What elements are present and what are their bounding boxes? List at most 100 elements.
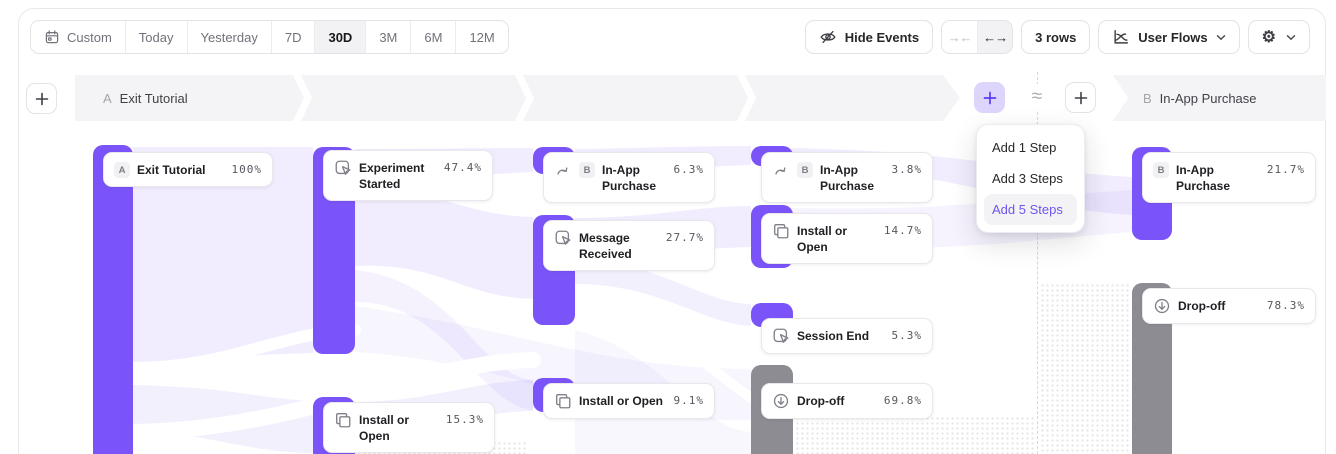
dropoff-event-icon [772, 392, 790, 410]
plus-icon [983, 91, 996, 104]
event-percentage: 47.4% [443, 161, 482, 174]
copy-event-icon [334, 411, 352, 429]
spacing-toggle: →← ←→ [941, 20, 1014, 54]
event-letter-badge: B [797, 162, 813, 178]
event-percentage: 6.3% [673, 163, 704, 176]
hide-events-label: Hide Events [844, 29, 920, 45]
copy-event-icon [772, 222, 790, 240]
experiment-started-card[interactable]: Experiment Started 47.4% [323, 150, 493, 202]
event-label: In-App Purchase [1176, 163, 1231, 194]
date-range-label: 12M [469, 29, 495, 45]
message-received-card[interactable]: Message Received 27.7% [543, 220, 715, 272]
event-percentage: 21.7% [1266, 163, 1305, 176]
step-band-a[interactable]: A Exit Tutorial [75, 75, 960, 121]
menu-item-add-3-steps[interactable]: Add 3 Steps [992, 171, 1063, 186]
flow-chart-icon [1112, 28, 1130, 46]
step-letter: A [103, 90, 112, 106]
event-letter-badge: B [1153, 162, 1169, 178]
add-step-right-button[interactable] [1065, 82, 1096, 113]
collapse-arrows-icon: →← [947, 29, 973, 45]
date-range-custom[interactable]: Custom [31, 21, 125, 53]
chevron-down-icon [1286, 34, 1296, 41]
jump-arrow-icon [772, 161, 790, 179]
event-letter-badge: A [114, 162, 130, 178]
click-event-icon [772, 327, 790, 345]
in-app-purchase-2-card[interactable]: B In-App Purchase 3.8% [761, 152, 933, 204]
copy-event-icon [554, 392, 572, 410]
in-app-purchase-1-card[interactable]: B In-App Purchase 6.3% [543, 152, 715, 204]
date-range-yesterday[interactable]: Yesterday [186, 21, 271, 53]
event-percentage: 9.1% [673, 394, 704, 407]
date-range-label: Yesterday [200, 29, 258, 45]
install-open-b-card[interactable]: Install or Open 9.1% [543, 383, 715, 419]
gear-icon: ⚙ [1261, 29, 1276, 46]
menu-item-add-1-step[interactable]: Add 1 Step [992, 140, 1057, 155]
exit-tutorial-bar[interactable] [93, 145, 133, 454]
date-range-label: Custom [67, 29, 112, 45]
event-label: Drop-off [797, 394, 845, 408]
event-label: In-App Purchase [602, 163, 657, 194]
date-range-6m[interactable]: 6M [410, 21, 456, 53]
date-range-30d[interactable]: 30D [314, 21, 366, 53]
expand-arrows-icon: ←→ [983, 29, 1008, 45]
event-percentage: 69.8% [883, 394, 922, 407]
rows-label: 3 rows [1035, 29, 1077, 45]
event-letter-badge: B [579, 162, 595, 178]
step-title: Exit Tutorial [119, 90, 188, 106]
step-band-b[interactable]: B In-App Purchase [1113, 75, 1326, 121]
drop-off-1-card[interactable]: Drop-off 69.8% [761, 383, 933, 419]
dropoff-event-icon [1153, 297, 1171, 315]
event-percentage: 100% [231, 163, 262, 176]
hide-events-button[interactable]: Hide Events [804, 20, 934, 54]
eye-off-icon [819, 28, 837, 46]
event-percentage: 15.3% [445, 413, 484, 426]
band-chevron [293, 75, 312, 121]
add-steps-menu: Add 1 Step Add 3 Steps Add 5 Steps [976, 124, 1085, 233]
date-range-label: 6M [424, 29, 443, 45]
view-selector-button[interactable]: User Flows [1098, 20, 1240, 54]
event-percentage: 27.7% [665, 231, 704, 244]
add-step-left-button[interactable] [26, 83, 57, 114]
plus-icon [35, 92, 48, 105]
step-letter: B [1143, 90, 1152, 106]
settings-button[interactable]: ⚙ [1247, 20, 1310, 54]
date-range-label: Today [138, 29, 174, 45]
jump-arrow-icon [554, 161, 572, 179]
event-percentage: 5.3% [891, 329, 922, 342]
band-chevron [737, 75, 756, 121]
approx-symbol: ≈ [1022, 84, 1052, 110]
session-end-card[interactable]: Session End 5.3% [761, 318, 933, 354]
dropoff-texture [795, 416, 1035, 454]
date-range-12m[interactable]: 12M [455, 21, 508, 53]
event-label: Install or Open [359, 413, 410, 444]
event-percentage: 14.7% [883, 224, 922, 237]
date-range-7d[interactable]: 7D [270, 21, 315, 53]
install-open-c-card[interactable]: Install or Open 14.7% [761, 213, 933, 265]
section-divider [1037, 72, 1038, 454]
add-step-between-button[interactable] [974, 82, 1005, 113]
date-range-3m[interactable]: 3M [365, 21, 411, 53]
menu-item-add-5-steps[interactable]: Add 5 Steps [984, 194, 1077, 225]
date-range-label: 7D [284, 29, 302, 45]
event-percentage: 78.3% [1266, 299, 1305, 312]
expand-columns-button[interactable]: ←→ [977, 21, 1013, 53]
step-title: In-App Purchase [1159, 90, 1257, 106]
drop-off-2-card[interactable]: Drop-off 78.3% [1142, 288, 1316, 324]
band-chevron [515, 75, 534, 121]
chevron-down-icon [1216, 34, 1226, 41]
click-event-icon [334, 159, 352, 177]
collapse-columns-button[interactable]: →← [942, 21, 978, 53]
calendar-icon [44, 29, 60, 45]
event-label: Install or Open [579, 394, 664, 408]
install-open-a-card[interactable]: Install or Open 15.3% [323, 402, 495, 454]
plus-icon [1074, 91, 1087, 104]
toolbar-right: Hide Events →← ←→ 3 rows User Flows [804, 20, 1310, 54]
click-event-icon [554, 229, 572, 247]
in-app-purchase-b-card[interactable]: B In-App Purchase 21.7% [1142, 152, 1316, 204]
date-range-selector: Custom Today Yesterday 7D 30D 3M 6M 12M [30, 20, 509, 54]
rows-button[interactable]: 3 rows [1021, 20, 1091, 54]
date-range-today[interactable]: Today [124, 21, 187, 53]
exit-tutorial-card[interactable]: A Exit Tutorial 100% [103, 152, 273, 188]
